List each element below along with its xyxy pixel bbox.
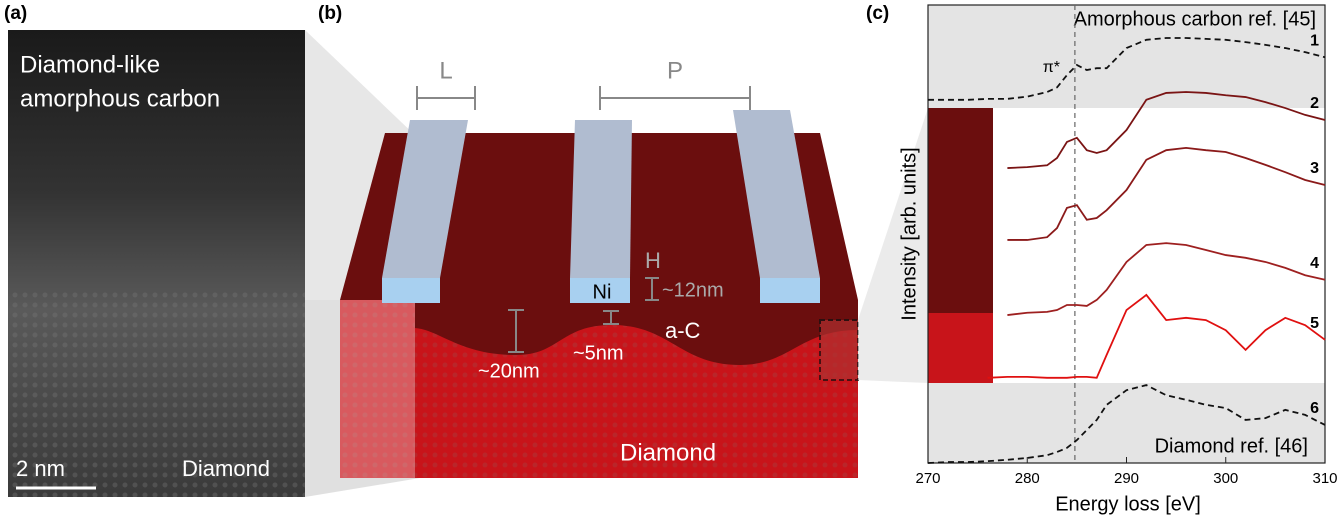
funnel-overlay	[340, 300, 415, 478]
dim-label: P	[667, 57, 683, 84]
tem-title: Diamond-like	[20, 51, 160, 78]
substrate-label: Diamond	[620, 439, 716, 466]
panel-label: (b)	[318, 3, 342, 24]
dim-label: ~12nm	[662, 279, 724, 301]
zoom-box	[820, 320, 858, 380]
dim-label: L	[439, 57, 452, 84]
spectrum	[1007, 243, 1325, 315]
x-tick-label: 300	[1213, 470, 1238, 487]
layer-label: a-C	[665, 318, 701, 343]
annotation: Amorphous carbon ref. [45]	[1074, 8, 1316, 30]
dim-label: ~20nm	[478, 360, 540, 382]
dim-label: ~5nm	[573, 342, 624, 364]
tem-title: amorphous carbon	[20, 85, 220, 112]
x-tick-label: 270	[915, 470, 940, 487]
x-axis-label: Energy loss [eV]	[1055, 493, 1201, 515]
sample-swatch	[928, 313, 993, 383]
series-label: 6	[1310, 400, 1319, 417]
sample-swatch	[928, 108, 993, 313]
panel-label: (c)	[866, 3, 889, 24]
x-tick-label: 310	[1312, 470, 1337, 487]
series-label: 3	[1310, 160, 1319, 177]
series-label: 5	[1310, 315, 1319, 332]
scale-text: 2 nm	[16, 456, 65, 481]
x-tick-label: 280	[1015, 470, 1040, 487]
figure: (a) Diamond-like amorphous carbon 2 nm D…	[0, 0, 1344, 519]
panel-label: (a)	[4, 3, 27, 24]
series-label: 1	[1310, 32, 1319, 49]
series-label: 2	[1310, 95, 1319, 112]
electrode-label: Ni	[593, 281, 612, 303]
dim-label: H	[645, 248, 661, 273]
annotation: Diamond ref. [46]	[1155, 435, 1308, 457]
annotation: π*	[1043, 59, 1060, 76]
spectrum	[988, 295, 1325, 378]
x-tick-label: 290	[1114, 470, 1139, 487]
y-axis-label: Intensity [arb. units]	[898, 147, 920, 320]
tem-label: Diamond	[182, 456, 270, 481]
spectrum	[1007, 148, 1325, 240]
series-label: 4	[1310, 255, 1319, 272]
